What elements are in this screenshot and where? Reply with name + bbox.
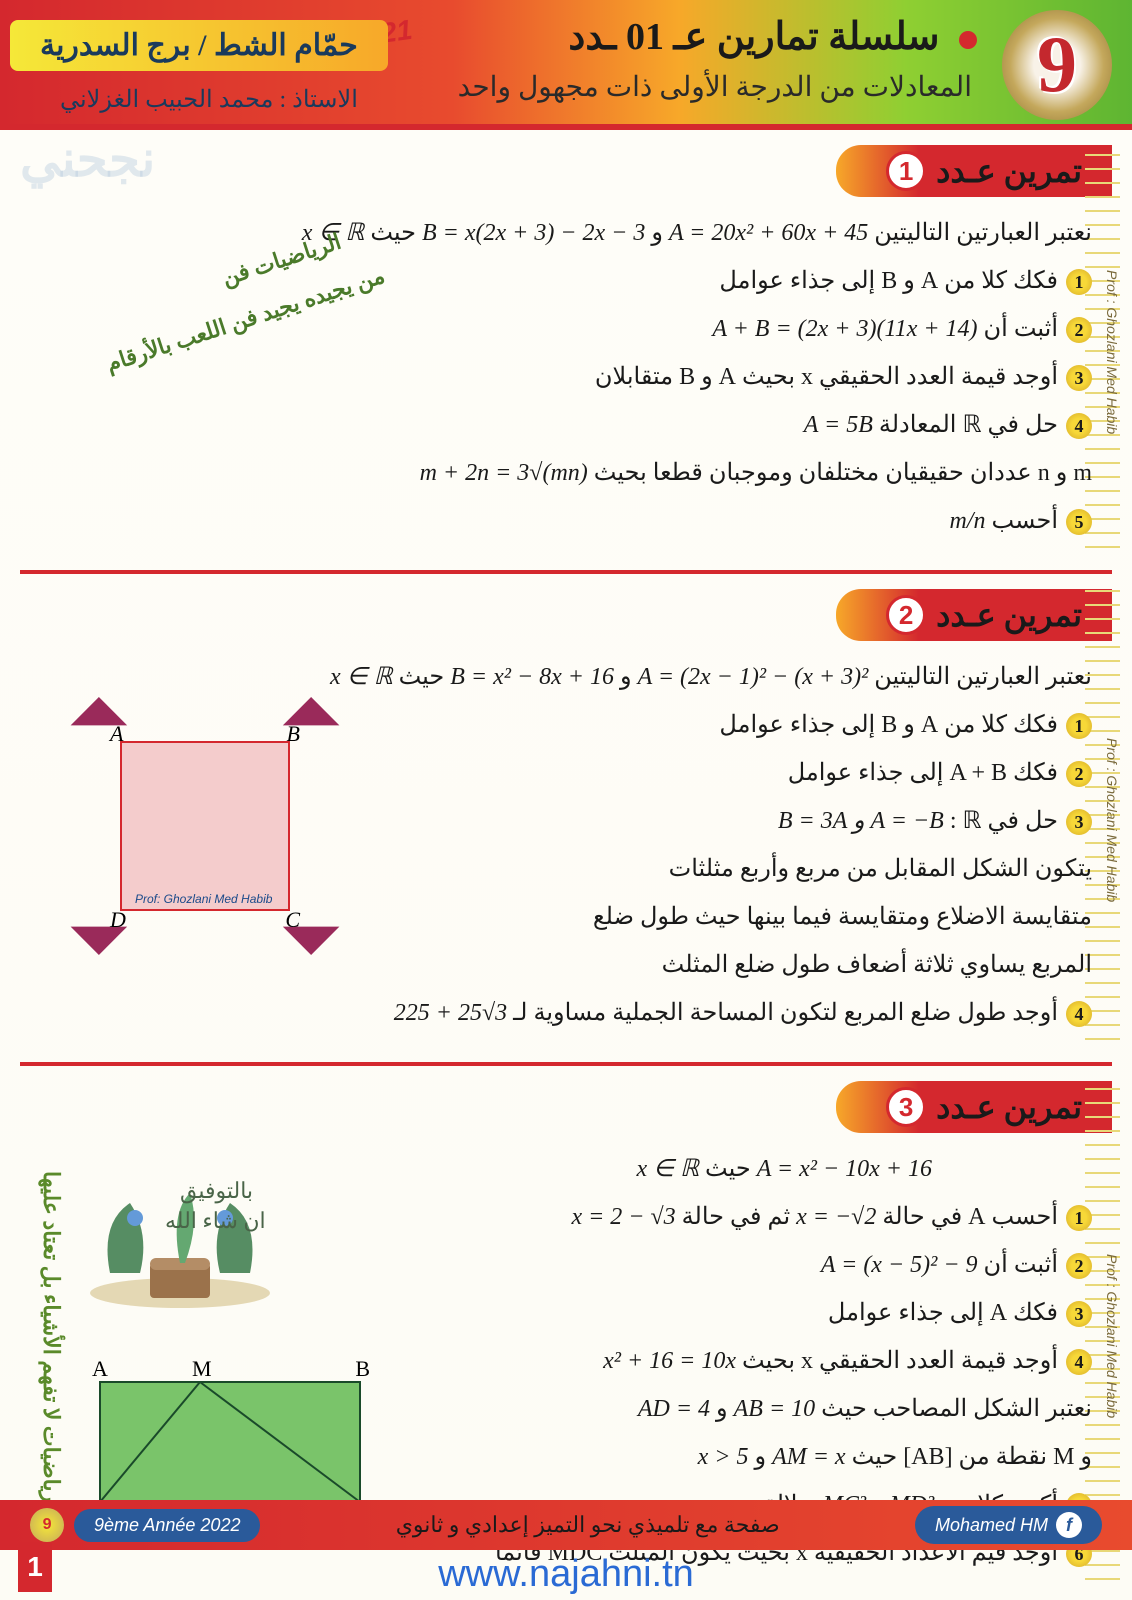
ex1-intro: نعتبر العبارتين التاليتين A = 20x² + 60x… [30, 209, 1092, 257]
decoration-plant: بالتوفيق ان شاء الله [60, 1163, 300, 1313]
grade-circle: 9 [30, 1508, 64, 1542]
grade-badge: 9 [1002, 10, 1112, 120]
divider-2 [20, 1062, 1112, 1066]
rect-b: B [355, 1356, 370, 1382]
subtitle: المعادلات من الدرجة الأولى ذات مجهول واح… [458, 70, 972, 104]
page-footer: f Mohamed HM صفحة مع تلميذي نحو التميز إ… [0, 1500, 1132, 1550]
goodluck-2: ان شاء الله [165, 1208, 266, 1234]
school-name: حمّام الشط / برج السدرية [10, 20, 388, 71]
goodluck-1: بالتوفيق [180, 1178, 253, 1204]
ex1-q1: 1فكك كلا من A و B إلى جذاء عوامل [30, 257, 1092, 305]
exercise-1: Prof : Ghozlani Med Habib تمرين عـدد 1 ن… [20, 145, 1112, 560]
footer-grade: 9ème Année 2022 9 [30, 1508, 260, 1542]
facebook-name: Mohamed HM [935, 1515, 1048, 1536]
vertex-d: D [110, 907, 126, 933]
rect-m: M [192, 1356, 212, 1382]
page-header: 9 سلسلة تمارين عـ 01 ـدد المعادلات من ال… [0, 0, 1132, 130]
ex2-q4: 4أوجد طول ضلع المربع لتكون المساحة الجمل… [30, 989, 1092, 1037]
grade-number: 9 [1037, 20, 1077, 111]
ex1-q3: 3أوجد قيمة العدد الحقيقي x بحيث A و B مت… [30, 353, 1092, 401]
ex1-q5: 5أحسب m/n [30, 497, 1092, 545]
facebook-badge: f Mohamed HM [915, 1506, 1102, 1544]
series-title: سلسلة تمارين عـ 01 ـدد [568, 14, 977, 59]
facebook-icon: f [1056, 1512, 1082, 1538]
exercise-2: Prof : Ghozlani Med Habib تمرين عـدد 2 ن… [20, 589, 1112, 1052]
ex2-intro: نعتبر العبارتين التاليتين A = (2x − 1)² … [30, 653, 1092, 701]
vertex-c: C [285, 907, 300, 933]
exercise-1-header: تمرين عـدد 1 [836, 145, 1112, 197]
vertex-a: A [110, 721, 123, 747]
bullet-icon [959, 31, 977, 49]
vertical-quote: في الرياضيات لا تفهم الأشياء بل تعتاد عل… [38, 1131, 64, 1551]
year-badge: 9ème Année 2022 [74, 1509, 260, 1542]
exercise-2-header: تمرين عـدد 2 [836, 589, 1112, 641]
teacher-name: الاستاذ : محمد الحبيب الغزلاني [60, 85, 358, 114]
footer-tagline: صفحة مع تلميذي نحو التميز إعدادي و ثانوي [396, 1512, 780, 1538]
ex1-q5-intro: m و n عددان حقيقيان مختلفان وموجبان قطعا… [30, 449, 1092, 497]
figure-square: A B C D Prof: Ghozlani Med Habib [80, 701, 330, 951]
divider-1 [20, 570, 1112, 574]
figure-caption: Prof: Ghozlani Med Habib [135, 892, 272, 906]
rect-a: A [92, 1356, 108, 1382]
watermark: نجحني [20, 130, 155, 188]
vertex-b: B [287, 721, 300, 747]
exercise-3-header: تمرين عـدد 3 [836, 1081, 1112, 1133]
ex1-q4: 4حل في ℝ المعادلة A = 5B [30, 401, 1092, 449]
website-url: www.najahni.tn [0, 1553, 1132, 1596]
